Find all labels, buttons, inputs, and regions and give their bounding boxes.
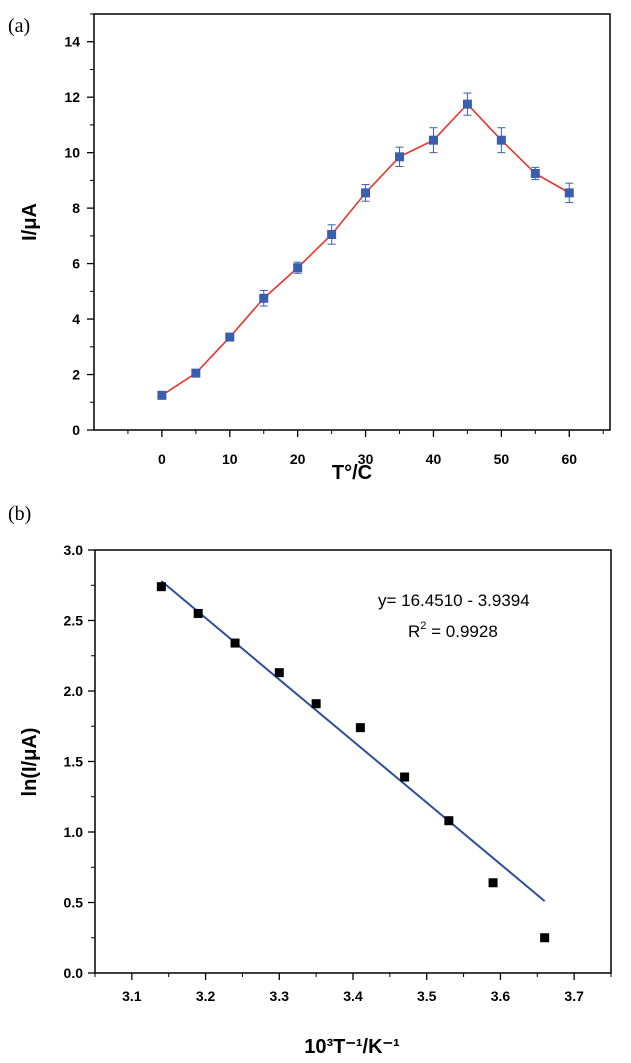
y-tick-label: 1.5 bbox=[64, 754, 84, 770]
data-point-marker bbox=[462, 99, 472, 109]
plot-a-y-axis-title: I/μA bbox=[19, 203, 41, 241]
plot-b-frame bbox=[94, 549, 612, 974]
x-tick-label: 40 bbox=[426, 451, 442, 467]
data-point-marker bbox=[191, 368, 201, 378]
data-point-marker bbox=[293, 263, 303, 273]
plot-a-series-line bbox=[161, 102, 570, 397]
data-point-marker bbox=[395, 152, 405, 162]
data-point-marker bbox=[361, 188, 371, 198]
x-tick-label: 10 bbox=[222, 451, 238, 467]
plot-b-x-tick-labels: 3.1 3.2 3.3 3.4 3.5 3.6 3.7 bbox=[122, 988, 584, 1004]
data-point-marker bbox=[225, 332, 235, 342]
y-tick-label: 12 bbox=[64, 89, 80, 105]
x-tick-label: 50 bbox=[494, 451, 510, 467]
x-tick-label: 3.3 bbox=[270, 988, 290, 1004]
y-tick-label: 3.0 bbox=[64, 542, 84, 558]
plot-a-x-tick-labels: 0 10 20 30 40 50 60 bbox=[158, 451, 577, 467]
data-point-marker bbox=[327, 229, 337, 239]
x-tick-label: 3.6 bbox=[491, 988, 511, 1004]
x-tick-label: 30 bbox=[358, 451, 374, 467]
x-tick-label: 60 bbox=[561, 451, 577, 467]
data-point-marker bbox=[156, 582, 166, 592]
data-point-marker bbox=[530, 168, 540, 178]
data-point-marker bbox=[428, 135, 438, 145]
y-tick-label: 0.5 bbox=[64, 895, 84, 911]
plot-a-y-tick-labels: 0 2 4 6 8 10 12 14 bbox=[64, 34, 80, 438]
x-tick-label: 3.4 bbox=[343, 988, 363, 1004]
data-point-marker bbox=[540, 933, 550, 943]
y-tick-label: 4 bbox=[72, 311, 80, 327]
panel-a: (a) 0 10 20 30 40 50 60 0 2 4 6 8 10 12 14 T°/C I/μA bbox=[8, 13, 611, 484]
plot-b-y-tick-labels: 0.0 0.5 1.0 1.5 2.0 2.5 3.0 bbox=[64, 542, 84, 981]
data-point-marker bbox=[400, 772, 410, 782]
fit-equation: y= 16.4510 - 3.9394 bbox=[378, 591, 530, 610]
y-tick-label: 6 bbox=[72, 256, 80, 272]
plot-a-error-bars bbox=[157, 92, 574, 399]
panel-a-label: (a) bbox=[8, 15, 30, 37]
plot-a-ticks bbox=[87, 13, 604, 437]
panel-b-label: (b) bbox=[8, 503, 31, 525]
data-point-marker bbox=[496, 135, 506, 145]
y-tick-label: 14 bbox=[64, 34, 80, 50]
x-tick-label: 3.7 bbox=[564, 988, 584, 1004]
y-tick-label: 8 bbox=[72, 200, 80, 216]
data-point-marker bbox=[444, 816, 454, 826]
data-point-marker bbox=[311, 699, 321, 709]
x-tick-label: 0 bbox=[158, 451, 166, 467]
data-point-marker bbox=[193, 608, 203, 618]
plot-b-y-axis-title: ln(I/μA) bbox=[19, 728, 41, 797]
panel-b: (b) 3.1 3.2 3.3 3.4 3.5 3.6 3.7 0.0 0.5 1.0 1.5 2.… bbox=[8, 503, 612, 1058]
data-point-marker bbox=[488, 878, 498, 888]
data-point-marker bbox=[259, 293, 269, 303]
data-point-marker bbox=[230, 638, 240, 648]
y-tick-label: 2 bbox=[72, 367, 80, 383]
data-point-marker bbox=[157, 390, 167, 400]
plot-b-markers bbox=[156, 582, 550, 943]
plot-a-x-axis-title: T°/C bbox=[332, 462, 372, 484]
plot-a-frame bbox=[93, 13, 611, 431]
y-tick-label: 0.0 bbox=[64, 965, 84, 981]
x-tick-label: 3.2 bbox=[196, 988, 216, 1004]
plot-b-x-axis-title: 10³T⁻¹/K⁻¹ bbox=[304, 1036, 400, 1058]
plot-b-fit-line bbox=[160, 580, 546, 902]
x-tick-label: 3.5 bbox=[417, 988, 437, 1004]
y-tick-label: 10 bbox=[64, 145, 80, 161]
y-tick-label: 2.5 bbox=[64, 613, 84, 629]
plot-b-ticks bbox=[88, 549, 612, 980]
y-tick-label: 2.0 bbox=[64, 683, 84, 699]
x-tick-label: 20 bbox=[290, 451, 306, 467]
y-tick-label: 1.0 bbox=[64, 824, 84, 840]
plot-a-markers bbox=[157, 99, 574, 400]
fit-r-squared: R2 = 0.9928 bbox=[408, 620, 498, 641]
data-point-marker bbox=[564, 188, 574, 198]
data-point-marker bbox=[274, 668, 284, 678]
y-tick-label: 0 bbox=[72, 422, 80, 438]
data-point-marker bbox=[355, 723, 365, 733]
x-tick-label: 3.1 bbox=[122, 988, 142, 1004]
